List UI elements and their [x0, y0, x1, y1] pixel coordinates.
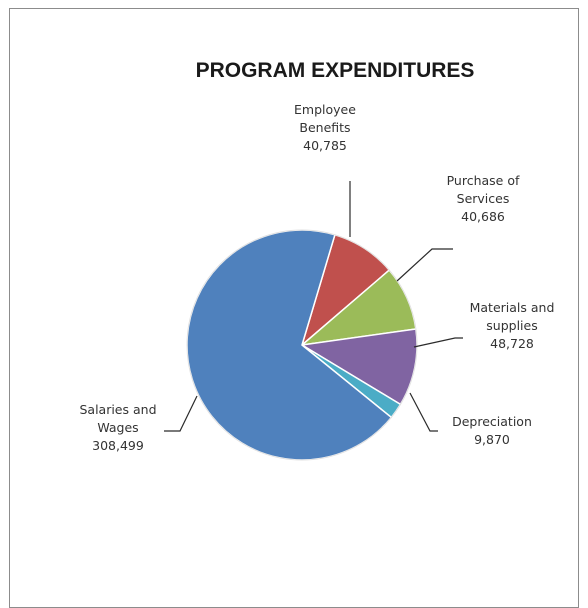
leader-line	[409, 392, 438, 432]
pie-slice-salaries-and-wages	[186, 229, 393, 461]
pie-slice-materials-and-supplies	[299, 328, 418, 406]
leader-line	[164, 395, 198, 432]
data-label: Employee Benefits 40,785	[294, 102, 356, 153]
data-label: Purchase of Services 40,686	[447, 173, 520, 224]
data-label: Salaries and Wages 308,499	[79, 402, 156, 453]
data-label: Materials and supplies 48,728	[470, 300, 555, 351]
pie-outline	[186, 229, 418, 461]
pie-slices	[186, 229, 418, 461]
data-label: Depreciation 9,870	[452, 414, 532, 447]
data-labels: Employee Benefits 40,785 Purchase of Service…	[79, 102, 554, 453]
leader-line	[413, 337, 463, 348]
pie-chart: PROGRAM EXPENDITURES Employee Benefits 40,…	[79, 59, 554, 461]
chart-title: PROGRAM EXPENDITURES	[196, 59, 475, 82]
leader-line	[396, 248, 453, 282]
leader-lines	[164, 181, 463, 432]
